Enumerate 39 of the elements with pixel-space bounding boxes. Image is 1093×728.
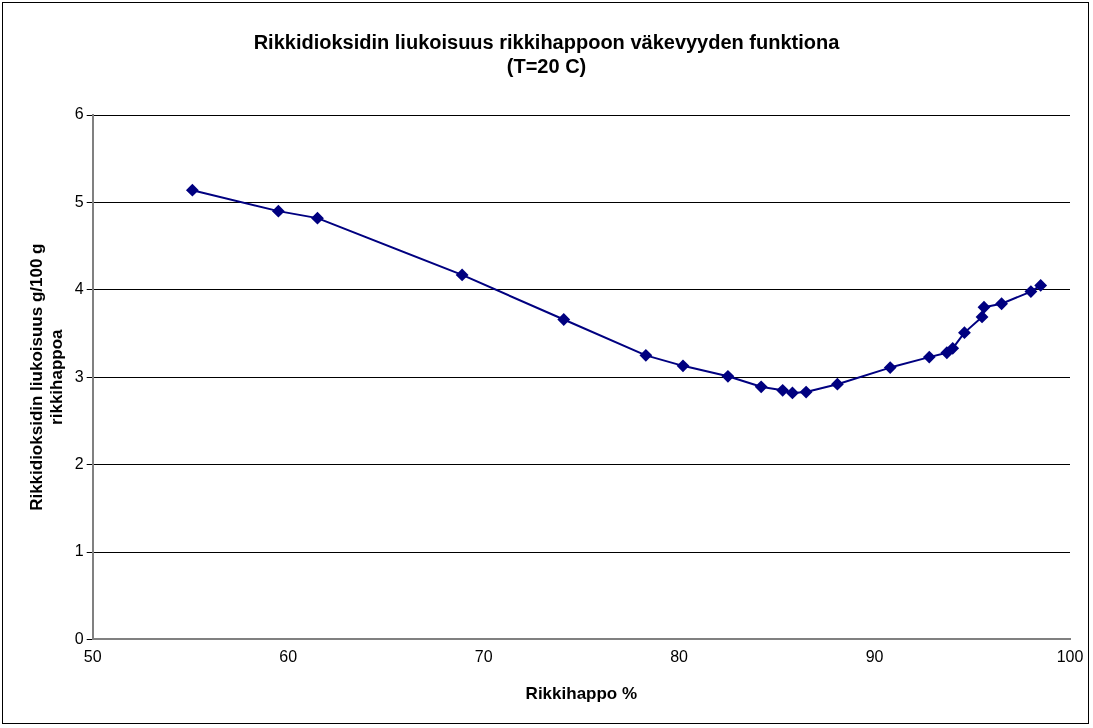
text: (T=20 C) <box>506 54 587 77</box>
point <box>923 351 936 364</box>
x-tick-label: 60 <box>279 648 298 666</box>
point <box>946 342 959 355</box>
point <box>884 361 897 374</box>
point <box>831 378 844 391</box>
point <box>456 268 469 281</box>
point <box>186 184 199 197</box>
y-tick-label: 5 <box>74 192 84 210</box>
point <box>958 326 971 339</box>
point <box>978 301 990 314</box>
x-tick-label: 80 <box>670 648 689 666</box>
y-tick-label: 1 <box>74 542 84 560</box>
y-tick-label: 6 <box>74 105 84 123</box>
point <box>755 380 768 393</box>
point <box>311 212 324 225</box>
x-axis-title: Rikkihappo % <box>525 684 638 704</box>
x-tick-label: 70 <box>474 648 493 666</box>
point <box>639 349 652 362</box>
point <box>786 386 799 399</box>
y-axis-title: Rikkidioksidin liukoisuus g/100 g rikkihappoa <box>26 243 67 511</box>
point <box>557 313 570 326</box>
x-tick-label: 100 <box>1056 648 1084 666</box>
point <box>800 386 813 399</box>
text: Rikkidioksidin liukoisuus rikkihappoon väkevyyden funktiona <box>253 30 840 53</box>
point <box>776 384 789 397</box>
x-tick-label: 50 <box>83 648 102 666</box>
point <box>676 359 689 372</box>
y-tick-label: 4 <box>74 280 84 298</box>
y-tick-label: 2 <box>74 455 84 473</box>
point <box>995 297 1008 310</box>
point <box>1024 285 1037 298</box>
point <box>1034 279 1047 292</box>
x-tick-label: 90 <box>865 648 884 666</box>
point <box>272 205 285 218</box>
y-tick-label: 3 <box>74 367 84 385</box>
y-tick-label: 0 <box>74 629 84 647</box>
point <box>976 310 989 323</box>
point <box>721 370 734 383</box>
